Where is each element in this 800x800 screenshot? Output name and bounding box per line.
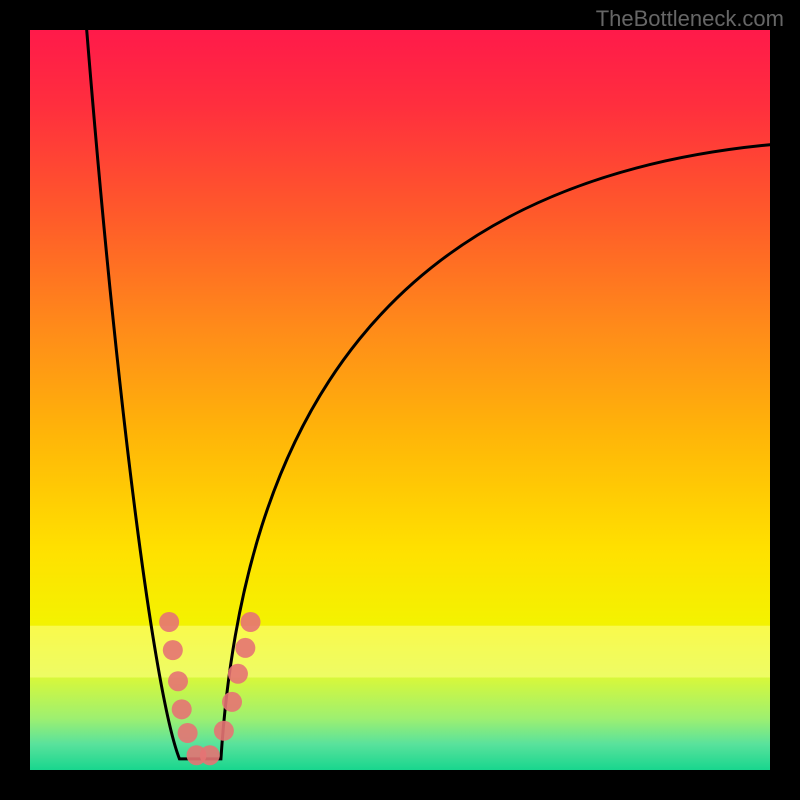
watermark-text: TheBottleneck.com — [596, 6, 784, 32]
data-marker — [222, 692, 242, 712]
pale-yellow-band — [30, 626, 770, 678]
data-marker — [228, 664, 248, 684]
data-marker — [172, 699, 192, 719]
data-marker — [178, 723, 198, 743]
data-marker — [241, 612, 261, 632]
data-marker — [159, 612, 179, 632]
data-marker — [163, 640, 183, 660]
data-marker — [214, 721, 234, 741]
data-marker — [200, 745, 220, 765]
bottleneck-chart — [30, 30, 770, 770]
data-marker — [235, 638, 255, 658]
data-marker — [168, 671, 188, 691]
